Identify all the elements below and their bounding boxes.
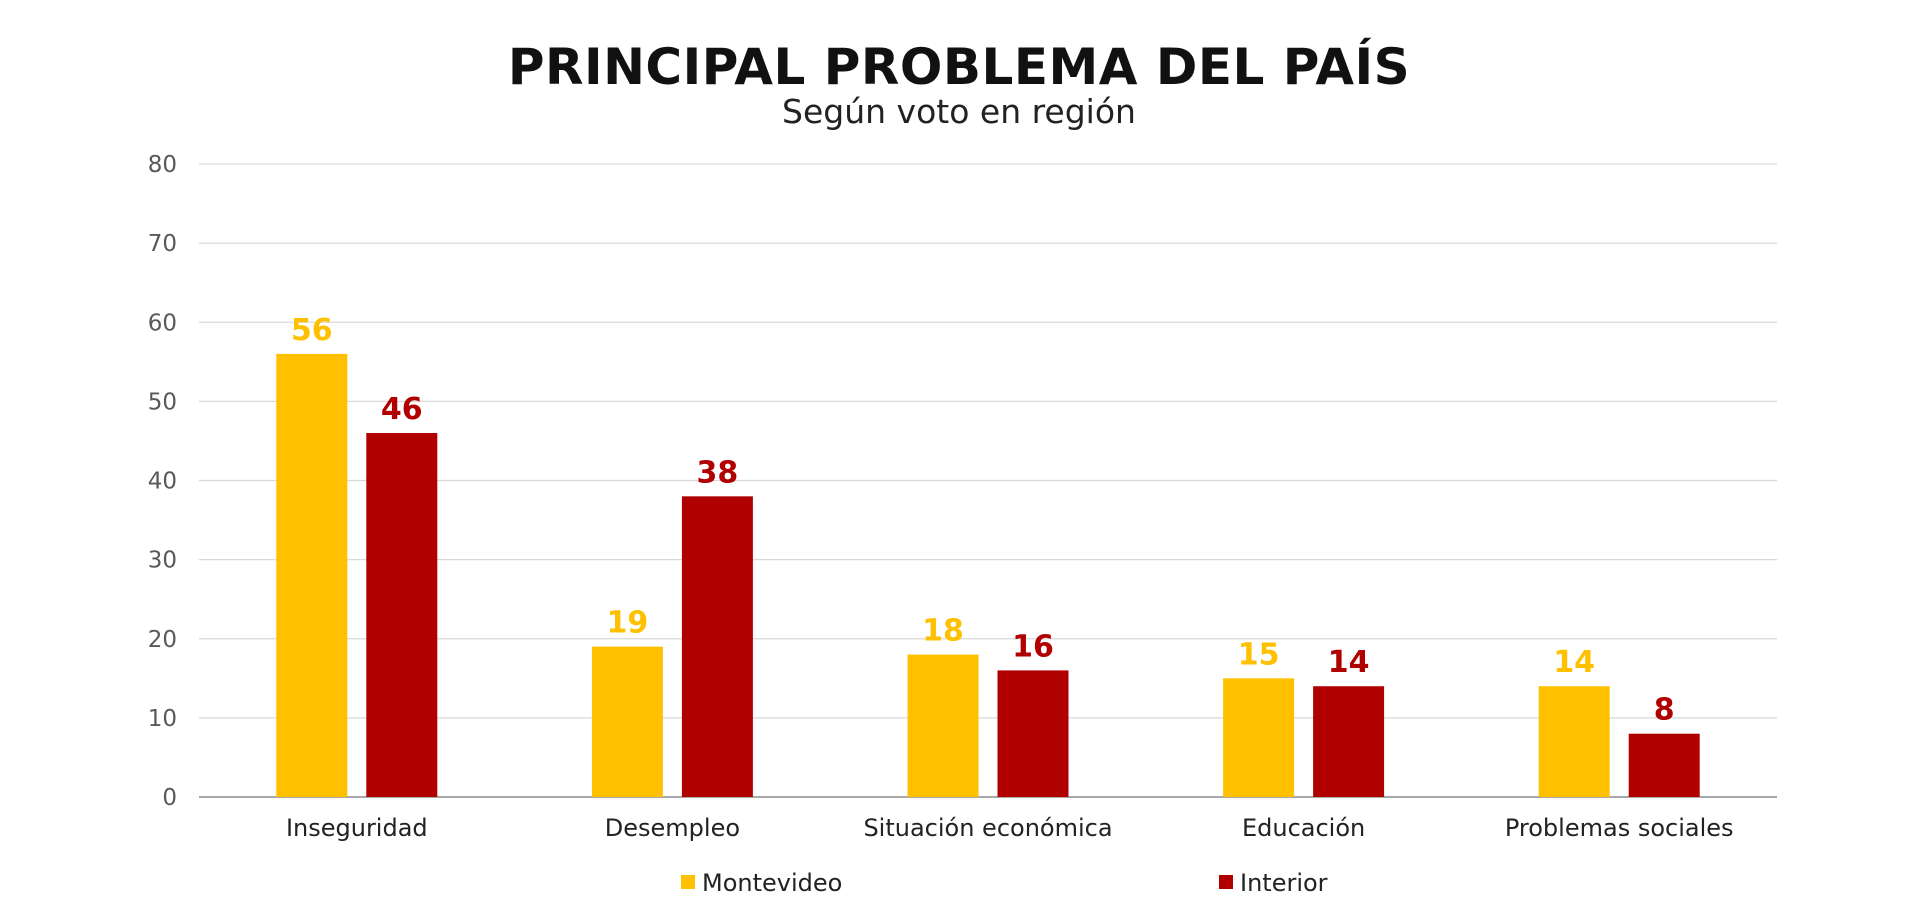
y-tick-label: 20	[148, 627, 177, 653]
legend-label-montevideo: Montevideo	[702, 869, 842, 897]
legend-swatch-interior	[1219, 875, 1233, 889]
data-label-montevideo-1: 19	[607, 606, 649, 641]
x-axis: Inseguridad Desempleo Situación económica E…	[286, 814, 1734, 842]
legend-swatch-montevideo	[681, 875, 695, 889]
bar-interior-3	[1313, 686, 1385, 797]
x-category-label: Inseguridad	[286, 814, 428, 842]
data-label-montevideo-0: 56	[291, 313, 333, 348]
x-category-label: Educación	[1242, 814, 1365, 842]
data-label-montevideo-2: 18	[922, 614, 964, 649]
legend-label-interior: Interior	[1240, 869, 1328, 897]
y-tick-label: 80	[148, 152, 177, 178]
legend: Montevideo Interior	[681, 869, 1328, 897]
bar-montevideo-2	[907, 654, 979, 797]
data-label-montevideo-4: 14	[1553, 645, 1595, 680]
x-category-label: Situación económica	[863, 814, 1112, 842]
y-tick-label: 60	[148, 310, 177, 336]
y-tick-label: 70	[148, 231, 177, 257]
x-category-label: Problemas sociales	[1505, 814, 1734, 842]
data-label-interior-1: 38	[697, 455, 739, 490]
bar-montevideo-4	[1538, 686, 1610, 797]
bars	[276, 353, 1700, 797]
gridlines	[199, 163, 1777, 798]
bar-interior-1	[681, 496, 753, 797]
bar-montevideo-3	[1223, 678, 1295, 797]
y-tick-label: 10	[148, 706, 177, 732]
bar-interior-2	[997, 670, 1069, 797]
bar-interior-0	[366, 433, 438, 797]
x-category-label: Desempleo	[605, 814, 740, 842]
chart-title: PRINCIPAL PROBLEMA DEL PAÍS	[507, 38, 1411, 96]
data-label-interior-0: 46	[381, 392, 423, 427]
bar-montevideo-0	[276, 353, 348, 797]
y-tick-label: 50	[148, 389, 177, 415]
y-tick-label: 0	[162, 785, 177, 811]
y-axis: 0 10 20 30 40 50 60 70 80	[148, 152, 177, 811]
bar-interior-4	[1628, 733, 1700, 797]
data-label-interior-3: 14	[1328, 645, 1370, 680]
bar-montevideo-1	[591, 646, 663, 797]
data-label-interior-4: 8	[1654, 693, 1675, 728]
chart-subtitle: Según voto en región	[782, 92, 1136, 131]
y-tick-label: 30	[148, 548, 177, 574]
data-label-montevideo-3: 15	[1238, 637, 1280, 672]
y-tick-label: 40	[148, 469, 177, 495]
data-labels: 56 46 19 38 18 16 15 14 14 8	[291, 313, 1675, 728]
data-label-interior-2: 16	[1012, 629, 1054, 664]
